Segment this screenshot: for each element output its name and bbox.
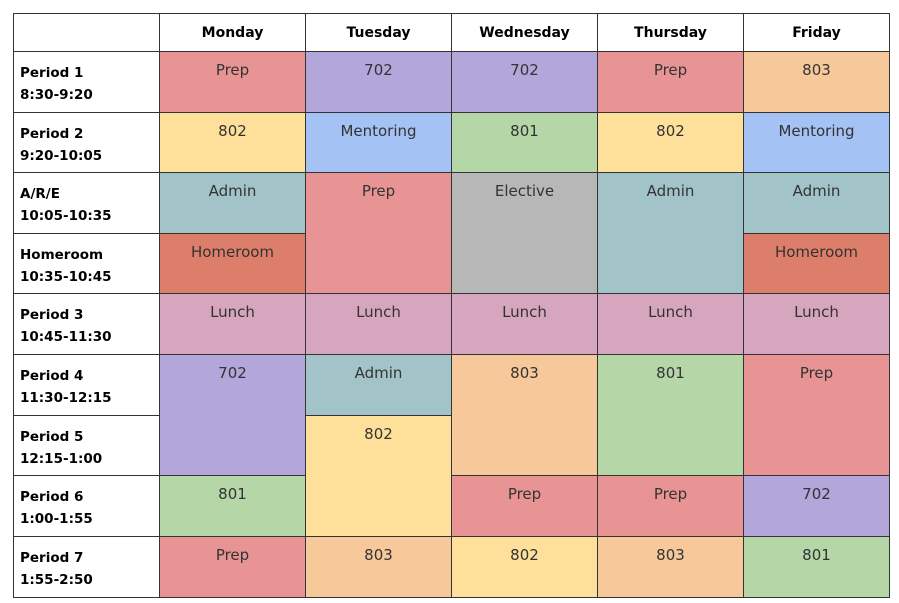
period-time: 9:20-10:05	[20, 148, 103, 164]
schedule-slot: 802	[452, 537, 598, 598]
schedule-slot: 801	[744, 537, 890, 598]
schedule-slot: Admin	[160, 173, 306, 234]
day-header-friday: Friday	[744, 14, 890, 52]
period-name: Period 2	[20, 126, 84, 142]
period-row-header: Homeroom 10:35-10:45	[14, 234, 160, 294]
schedule-slot: Homeroom	[744, 234, 890, 294]
period-name: Period 6	[20, 489, 84, 505]
period-time: 12:15-1:00	[20, 451, 103, 467]
schedule-slot: Prep	[598, 52, 744, 113]
schedule-slot: 702	[306, 52, 452, 113]
day-header-wednesday: Wednesday	[452, 14, 598, 52]
period-time: 10:45-11:30	[20, 329, 112, 345]
schedule-slot: 802	[598, 113, 744, 173]
period-row-header: Period 1 8:30-9:20	[14, 52, 160, 113]
schedule-slot: 702	[452, 52, 598, 113]
schedule-slot: Lunch	[452, 294, 598, 355]
schedule-slot: 702	[160, 355, 306, 476]
period-time: 10:35-10:45	[20, 269, 112, 285]
schedule-slot: Admin	[306, 355, 452, 416]
day-header-monday: Monday	[160, 14, 306, 52]
schedule-slot: 801	[598, 355, 744, 476]
schedule-slot: 802	[306, 416, 452, 537]
schedule-slot: 803	[598, 537, 744, 598]
period-row-header: Period 4 11:30-12:15	[14, 355, 160, 416]
schedule-slot: Prep	[306, 173, 452, 294]
schedule-slot: 803	[306, 537, 452, 598]
period-name: Period 7	[20, 550, 84, 566]
schedule-slot: Lunch	[744, 294, 890, 355]
schedule-slot: 801	[160, 476, 306, 537]
period-name: A/R/E	[20, 186, 60, 202]
period-row-header: Period 5 12:15-1:00	[14, 416, 160, 476]
schedule-slot: Admin	[744, 173, 890, 234]
period-row-header: Period 3 10:45-11:30	[14, 294, 160, 355]
day-header-thursday: Thursday	[598, 14, 744, 52]
period-row-header: Period 7 1:55-2:50	[14, 537, 160, 598]
schedule-slot: Prep	[452, 476, 598, 537]
schedule-slot: Prep	[744, 355, 890, 476]
schedule-slot: 801	[452, 113, 598, 173]
schedule-slot: Prep	[160, 537, 306, 598]
period-name: Homeroom	[20, 247, 104, 263]
period-name: Period 1	[20, 65, 84, 81]
period-time: 8:30-9:20	[20, 87, 93, 103]
schedule-slot: Prep	[598, 476, 744, 537]
period-name: Period 3	[20, 307, 84, 323]
day-header-tuesday: Tuesday	[306, 14, 452, 52]
corner-cell	[14, 14, 160, 52]
period-name: Period 4	[20, 368, 84, 384]
schedule-slot: 803	[452, 355, 598, 476]
period-row-header: A/R/E 10:05-10:35	[14, 173, 160, 234]
schedule-slot: Lunch	[160, 294, 306, 355]
period-row-header: Period 2 9:20-10:05	[14, 113, 160, 173]
schedule-slot: Admin	[598, 173, 744, 294]
period-time: 10:05-10:35	[20, 208, 112, 224]
schedule-slot: Prep	[160, 52, 306, 113]
period-time: 1:00-1:55	[20, 511, 93, 527]
schedule-slot: 803	[744, 52, 890, 113]
schedule-slot: 802	[160, 113, 306, 173]
schedule-slot: Elective	[452, 173, 598, 294]
period-row-header: Period 6 1:00-1:55	[14, 476, 160, 537]
period-time: 1:55-2:50	[20, 572, 93, 588]
schedule-slot: Homeroom	[160, 234, 306, 294]
schedule-table: Monday Tuesday Wednesday Thursday Friday…	[13, 13, 890, 598]
period-name: Period 5	[20, 429, 84, 445]
period-time: 11:30-12:15	[20, 390, 112, 406]
schedule-slot: Mentoring	[744, 113, 890, 173]
schedule-slot: Lunch	[598, 294, 744, 355]
schedule-slot: Mentoring	[306, 113, 452, 173]
schedule-slot: 702	[744, 476, 890, 537]
schedule-slot: Lunch	[306, 294, 452, 355]
